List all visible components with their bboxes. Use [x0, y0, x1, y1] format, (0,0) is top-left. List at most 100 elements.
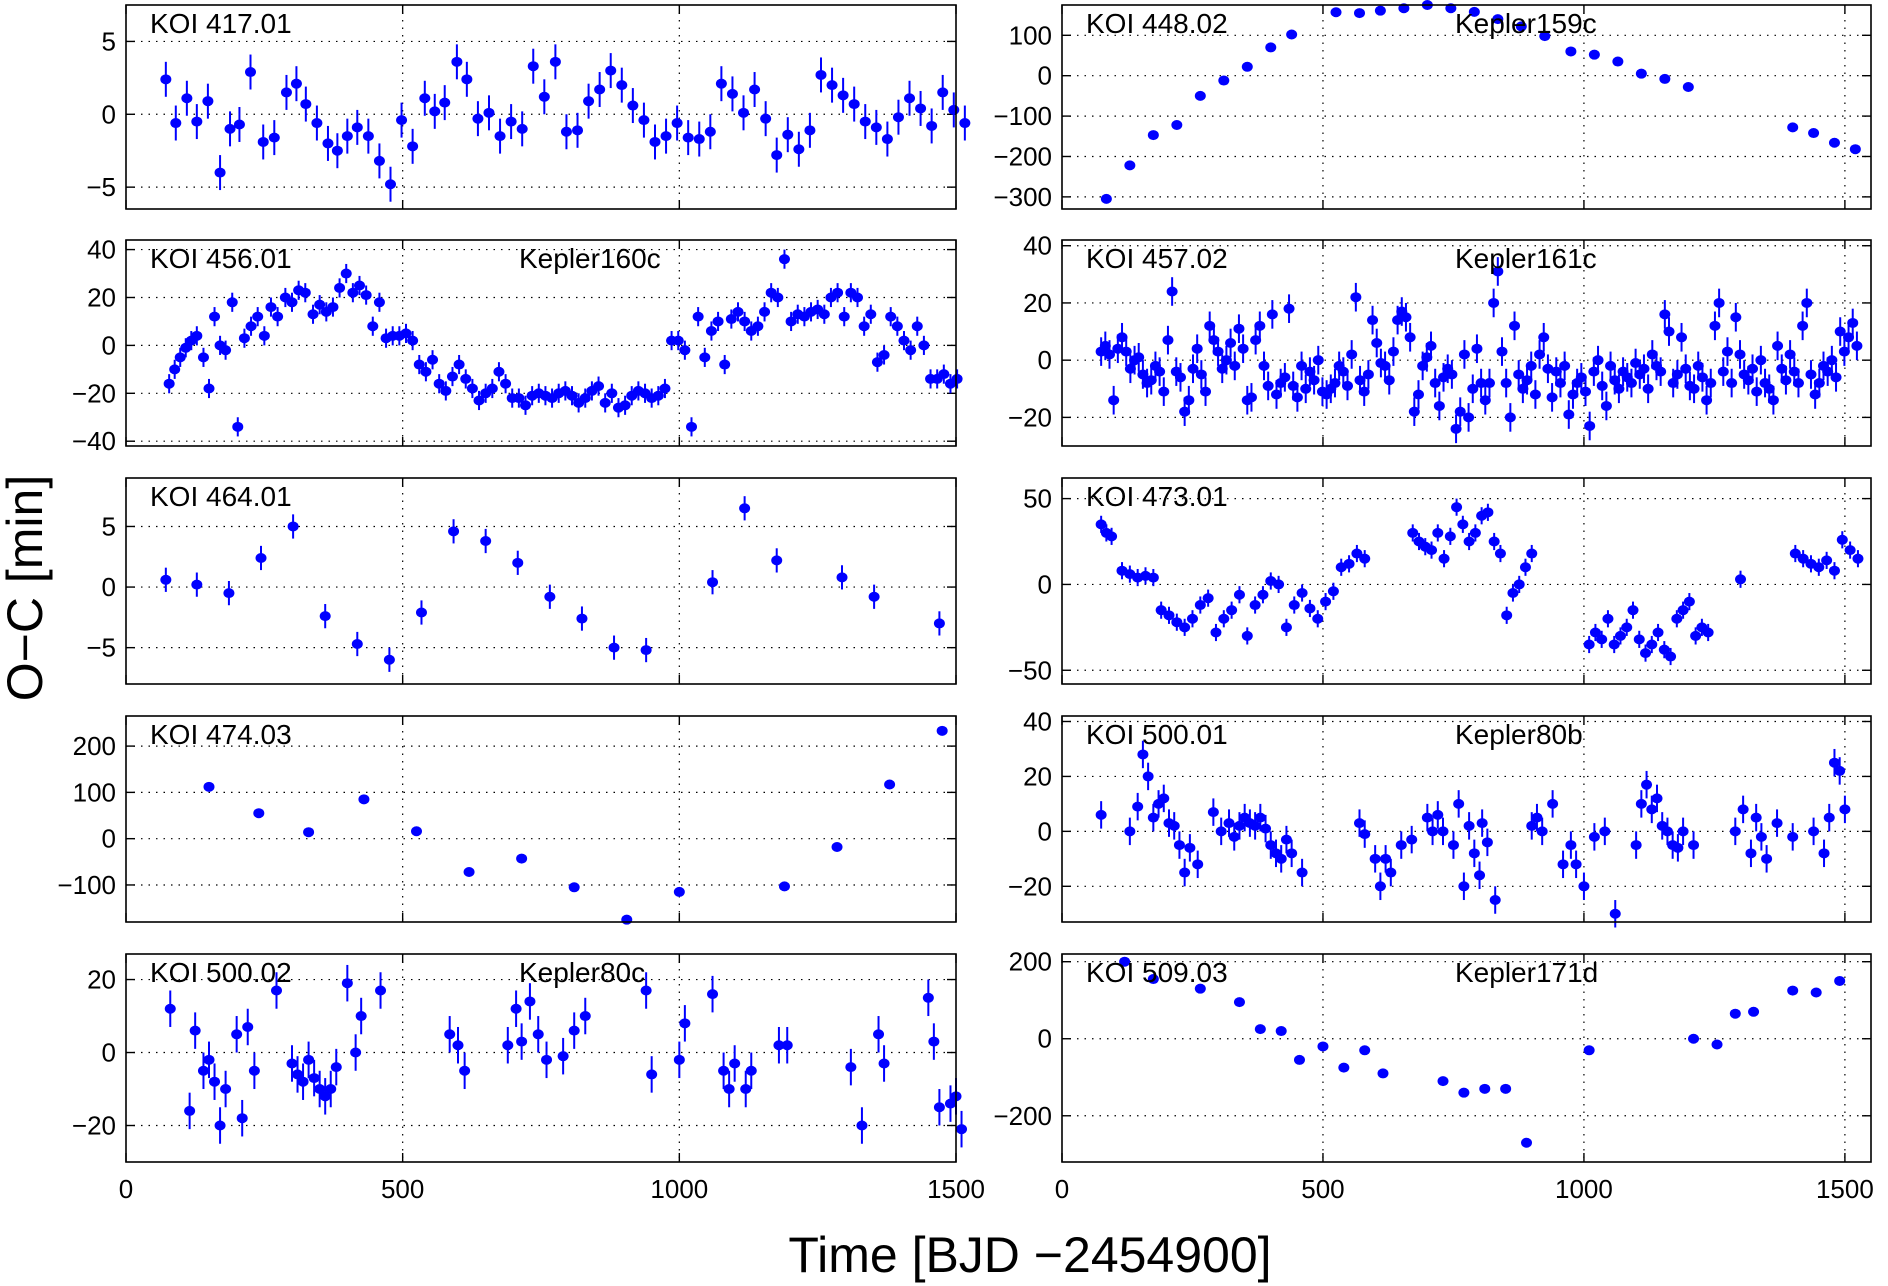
- y-tick-label: −50: [1008, 655, 1052, 685]
- data-point: [1312, 613, 1324, 624]
- data-point: [911, 321, 923, 332]
- data-point: [686, 421, 698, 432]
- y-tick-label: 20: [87, 282, 116, 312]
- data-point: [673, 886, 685, 897]
- data-point: [383, 654, 395, 665]
- data-point: [1492, 14, 1504, 25]
- data-point: [1359, 553, 1371, 564]
- data-point: [671, 118, 683, 129]
- data-point: [1536, 826, 1548, 837]
- data-point: [429, 106, 441, 117]
- data-point: [1592, 355, 1604, 366]
- data-point: [1828, 757, 1840, 768]
- y-tick-label: 50: [1023, 484, 1052, 514]
- y-tick-label: 0: [102, 330, 116, 360]
- data-point: [446, 371, 458, 382]
- data-point: [483, 107, 495, 118]
- data-point: [1589, 627, 1601, 638]
- data-point: [1254, 1024, 1266, 1035]
- data-point: [1408, 406, 1420, 417]
- data-point: [672, 335, 684, 346]
- data-point: [1260, 823, 1272, 834]
- data-point: [892, 112, 904, 123]
- data-point: [885, 311, 897, 322]
- data-point: [1103, 349, 1115, 360]
- data-point: [1519, 562, 1531, 573]
- data-point: [619, 400, 631, 411]
- data-point: [738, 107, 750, 118]
- data-point: [1471, 343, 1483, 354]
- data-point: [327, 302, 339, 313]
- data-point: [184, 1105, 196, 1116]
- data-point: [1501, 610, 1513, 621]
- panel-koi-label: KOI 500.01: [1086, 719, 1228, 750]
- data-point: [1672, 842, 1684, 853]
- data-point: [1380, 853, 1392, 864]
- data-point: [659, 383, 671, 394]
- data-point: [1659, 73, 1671, 84]
- data-point: [1750, 812, 1762, 823]
- data-point: [878, 349, 890, 360]
- data-point: [1600, 400, 1612, 411]
- data-point: [616, 80, 628, 91]
- data-point: [373, 155, 385, 166]
- data-point: [848, 99, 860, 110]
- data-point: [1116, 332, 1128, 343]
- data-point: [1412, 389, 1424, 400]
- data-point: [524, 996, 536, 1007]
- data-point: [928, 1036, 940, 1047]
- data-point: [1751, 386, 1763, 397]
- data-point: [452, 1040, 464, 1051]
- data-point: [1187, 363, 1199, 374]
- y-tick-label: 40: [1023, 706, 1052, 736]
- data-point: [1742, 375, 1754, 386]
- data-point: [1763, 383, 1775, 394]
- data-point: [360, 290, 372, 301]
- data-point: [415, 607, 427, 618]
- data-point: [191, 579, 203, 590]
- data-point: [933, 1102, 945, 1113]
- data-point: [527, 61, 539, 72]
- data-point: [1296, 360, 1308, 371]
- data-point: [1646, 804, 1658, 815]
- data-point: [704, 126, 716, 137]
- data-point: [1834, 326, 1846, 337]
- y-tick-label: −100: [57, 870, 116, 900]
- data-point: [308, 1073, 320, 1084]
- panel-7: −100 0 100 200 KOI 474.03: [57, 715, 957, 925]
- x-tick-label: 0: [119, 1174, 133, 1204]
- data-point: [1343, 558, 1355, 569]
- data-point: [311, 118, 323, 129]
- data-point: [413, 359, 425, 370]
- data-point: [568, 882, 580, 893]
- data-point: [1468, 848, 1480, 859]
- data-point: [959, 118, 971, 129]
- data-point: [181, 93, 193, 104]
- axes-frame: [125, 477, 957, 685]
- data-point: [781, 1040, 793, 1051]
- data-point: [1258, 360, 1270, 371]
- data-point: [1275, 1026, 1287, 1037]
- data-point: [1374, 881, 1386, 892]
- data-point: [898, 335, 910, 346]
- data-point: [679, 1018, 691, 1029]
- data-point: [718, 1065, 730, 1076]
- data-point: [593, 381, 605, 392]
- data-point: [1283, 303, 1295, 314]
- data-point: [253, 808, 265, 819]
- data-point: [1155, 605, 1167, 616]
- data-point: [238, 333, 250, 344]
- data-point: [1630, 840, 1642, 851]
- data-point: [740, 1084, 752, 1095]
- data-point: [1108, 395, 1120, 406]
- data-point: [1350, 292, 1362, 303]
- y-tick-label: 0: [1038, 345, 1052, 375]
- data-point: [1492, 266, 1504, 277]
- panel-koi-label: KOI 474.03: [150, 719, 292, 750]
- data-point: [1547, 798, 1559, 809]
- data-point: [1483, 378, 1495, 389]
- data-point: [1463, 412, 1475, 423]
- data-point: [1688, 840, 1700, 851]
- data-point: [1677, 826, 1689, 837]
- data-point: [1095, 809, 1107, 820]
